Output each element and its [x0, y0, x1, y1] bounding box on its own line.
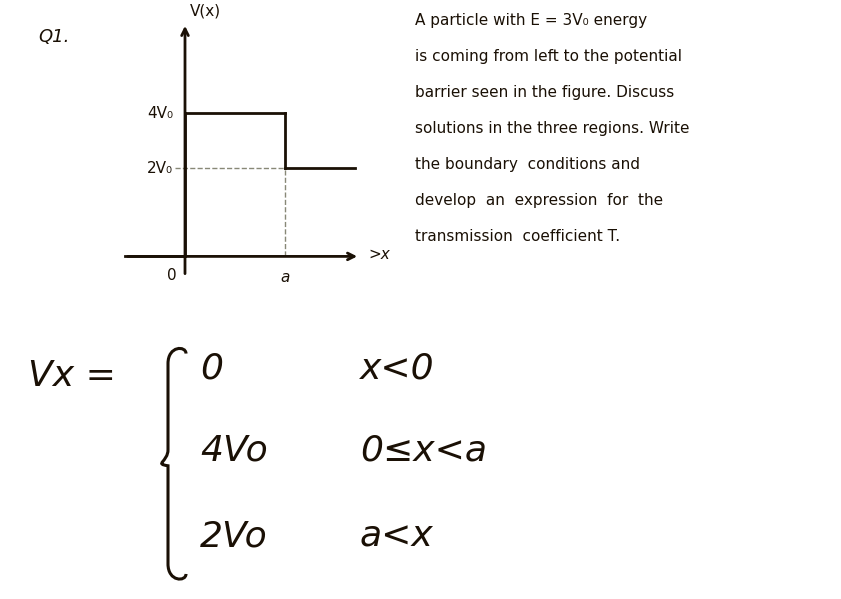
- Text: 4Vo: 4Vo: [200, 434, 267, 468]
- Text: solutions in the three regions. Write: solutions in the three regions. Write: [415, 121, 690, 136]
- Text: a: a: [280, 270, 289, 286]
- Text: x<0: x<0: [360, 352, 435, 386]
- Text: A particle with E = 3V₀ energy: A particle with E = 3V₀ energy: [415, 13, 647, 28]
- Text: 2V₀: 2V₀: [147, 161, 173, 176]
- Text: >x: >x: [368, 247, 389, 262]
- Text: Vx =: Vx =: [28, 359, 116, 392]
- Text: develop  an  expression  for  the: develop an expression for the: [415, 193, 663, 208]
- Text: the boundary  conditions and: the boundary conditions and: [415, 158, 640, 173]
- Text: 0: 0: [167, 268, 177, 283]
- Text: a<x: a<x: [360, 520, 434, 554]
- Text: 2Vo: 2Vo: [200, 520, 267, 554]
- Text: barrier seen in the figure. Discuss: barrier seen in the figure. Discuss: [415, 85, 674, 100]
- Text: is coming from left to the potential: is coming from left to the potential: [415, 49, 682, 64]
- Text: transmission  coefficient T.: transmission coefficient T.: [415, 229, 620, 244]
- Text: 4V₀: 4V₀: [147, 105, 173, 120]
- Text: Q1.: Q1.: [38, 28, 69, 46]
- Text: V(x): V(x): [190, 3, 221, 18]
- Text: 0≤x<a: 0≤x<a: [360, 434, 487, 468]
- Text: 0: 0: [200, 352, 223, 386]
